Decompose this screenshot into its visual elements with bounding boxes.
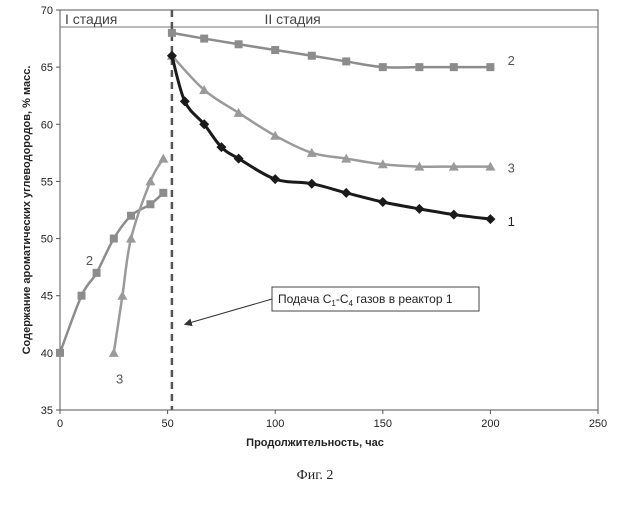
series-2-point: [449, 63, 458, 72]
series-1-point: [216, 142, 227, 153]
annotation-arrow: [183, 298, 273, 327]
series-3-point: [108, 347, 119, 357]
series-3-point: [414, 161, 425, 171]
series-2-point: [167, 28, 176, 37]
x-tick-label: 250: [589, 418, 607, 430]
series-1-point: [341, 187, 352, 198]
y-tick-label: 35: [41, 405, 53, 417]
series-3-point: [199, 85, 210, 94]
series-3-point: [158, 153, 169, 163]
series-label-1-right: 1: [508, 214, 515, 229]
y-tick-label: 45: [41, 291, 53, 303]
stage-1-label: I стадия: [65, 11, 117, 27]
series-2-point: [109, 234, 118, 243]
series-3-point: [341, 153, 352, 163]
series-3-point: [306, 147, 317, 157]
series-2-point: [486, 63, 495, 72]
series-2-point: [159, 188, 168, 197]
series-1-point: [306, 178, 317, 189]
series-2-point: [378, 63, 387, 72]
series-3-point: [145, 176, 156, 186]
series-2-point: [234, 40, 243, 49]
series-label-3-left: 3: [116, 372, 123, 387]
series-1-point: [448, 209, 459, 220]
series-2-point: [127, 211, 136, 220]
series-3-point: [485, 161, 496, 171]
series-3-point: [377, 159, 388, 169]
series-2-point: [271, 46, 280, 54]
x-axis-label: Продолжительность, час: [246, 437, 384, 449]
series-3-point: [233, 107, 244, 117]
x-tick-label: 0: [57, 418, 63, 430]
y-tick-label: 55: [41, 176, 53, 188]
y-tick-label: 65: [41, 62, 53, 74]
series-2-point: [56, 348, 64, 357]
series-1-point: [485, 214, 496, 225]
y-tick-label: 50: [41, 234, 53, 246]
y-tick-label: 70: [41, 5, 53, 17]
series-2-point: [200, 34, 209, 43]
x-tick-label: 100: [266, 418, 284, 430]
series-2-point: [415, 63, 424, 72]
series-1-point: [199, 119, 210, 130]
series-3-point: [448, 161, 459, 171]
x-tick-label: 200: [481, 418, 499, 430]
x-tick-label: 150: [374, 418, 392, 430]
series-2-line: [171, 31, 491, 69]
annotation-label: Подача C1-C4 газов в реактор 1: [278, 292, 453, 308]
series-2-point: [92, 268, 101, 277]
series-1-point: [233, 153, 244, 164]
series-label-2-right: 2: [508, 53, 515, 68]
series-2-point: [307, 51, 316, 60]
series-1-point: [179, 96, 190, 107]
series-1-point: [414, 203, 425, 214]
series-1-point: [377, 197, 388, 207]
annotation-box: [271, 286, 480, 312]
figure-caption: Фиг. 2: [296, 468, 334, 483]
series-3-line: [170, 54, 491, 168]
y-axis-label: Содержание ароматических углеводородов, …: [21, 66, 33, 355]
series-1-point: [270, 174, 281, 185]
stage-2-label: II стадия: [264, 11, 320, 27]
series-1-point: [166, 50, 177, 61]
series-2-point: [342, 57, 351, 66]
series-3-point: [270, 130, 281, 140]
series-3-point: [126, 233, 137, 243]
y-tick-label: 60: [41, 119, 53, 131]
series-3-point: [117, 290, 128, 300]
plot-area: [59, 9, 599, 411]
x-tick-label: 50: [161, 418, 173, 430]
series-label-3-right: 3: [508, 160, 515, 175]
y-tick-label: 40: [41, 348, 53, 360]
series-2-point: [146, 200, 155, 209]
series-label-2-left: 2: [86, 253, 93, 268]
series-2-point: [77, 291, 86, 300]
